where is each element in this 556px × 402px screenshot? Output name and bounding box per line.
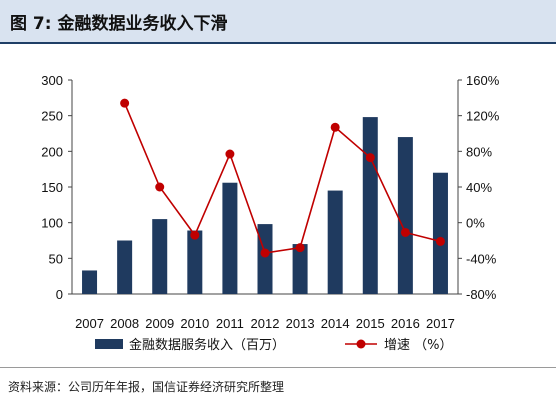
growth-line xyxy=(123,102,441,254)
y-right-tick-label: 40% xyxy=(466,180,492,195)
x-tick-label: 2016 xyxy=(391,316,420,331)
chart-axes: 0 50 100 150 200 250 300 -80% -40% 0% 40% 80% 120% 16… xyxy=(41,73,499,331)
y-right-tick-label: 120% xyxy=(466,109,500,124)
footer-rule xyxy=(0,367,556,368)
y-left-tick-label: 0 xyxy=(56,287,63,302)
x-tick-label: 2010 xyxy=(180,316,209,331)
x-tick-label: 2017 xyxy=(426,316,455,331)
legend-label-line: 增速 （%） xyxy=(384,338,453,353)
line-point xyxy=(225,149,235,159)
legend-swatch-bar xyxy=(95,339,123,349)
legend-swatch-point xyxy=(356,339,366,349)
bar xyxy=(432,172,448,294)
line-point xyxy=(330,122,340,132)
bar xyxy=(117,240,133,294)
figure-header: 图 7: 金融数据业务收入下滑 xyxy=(0,0,556,44)
line-point xyxy=(190,230,200,240)
legend-label-bar: 金融数据服务收入（百万） xyxy=(129,337,285,353)
y-right-tick-label: 160% xyxy=(466,73,500,88)
line-point xyxy=(155,182,165,192)
line-point xyxy=(120,98,130,108)
y-left-tick-label: 300 xyxy=(41,73,63,88)
y-right-tick-label: -40% xyxy=(466,251,497,266)
x-tick-label: 2009 xyxy=(145,316,174,331)
bar xyxy=(82,270,98,294)
y-right-tick-label: 80% xyxy=(466,144,492,159)
y-left-tick-label: 50 xyxy=(49,251,63,266)
line-point xyxy=(400,227,410,237)
bar xyxy=(257,224,273,294)
bar xyxy=(362,117,378,295)
y-left-tick-label: 250 xyxy=(41,109,63,124)
chart-legend: 金融数据服务收入（百万） 增速 （%） xyxy=(95,337,453,353)
x-tick-label: 2008 xyxy=(110,316,139,331)
bar xyxy=(292,244,308,294)
bar xyxy=(152,219,168,294)
x-tick-label: 2011 xyxy=(216,316,244,331)
figure-source: 资料来源：公司历年年报，国信证券经济研究所整理 xyxy=(8,380,285,394)
bar xyxy=(327,190,343,294)
bar-series xyxy=(82,117,448,295)
line-point xyxy=(435,236,445,246)
x-tick-label: 2007 xyxy=(75,316,104,331)
y-left-tick-label: 200 xyxy=(41,144,63,159)
y-left-tick-label: 150 xyxy=(41,180,63,195)
line-point xyxy=(260,248,270,258)
x-tick-label: 2015 xyxy=(356,316,385,331)
y-right-tick-label: -80% xyxy=(466,287,497,302)
bar xyxy=(397,137,413,294)
bar xyxy=(222,182,238,294)
line-point xyxy=(365,153,375,163)
x-tick-label: 2013 xyxy=(286,316,315,331)
x-tick-label: 2012 xyxy=(251,316,280,331)
figure-title: 图 7: 金融数据业务收入下滑 xyxy=(10,14,228,34)
y-left-tick-label: 100 xyxy=(41,216,63,231)
x-tick-label: 2014 xyxy=(321,316,350,331)
line-point xyxy=(295,243,305,253)
bar xyxy=(187,230,203,294)
line-series xyxy=(120,98,445,258)
y-right-tick-label: 0% xyxy=(466,216,485,231)
